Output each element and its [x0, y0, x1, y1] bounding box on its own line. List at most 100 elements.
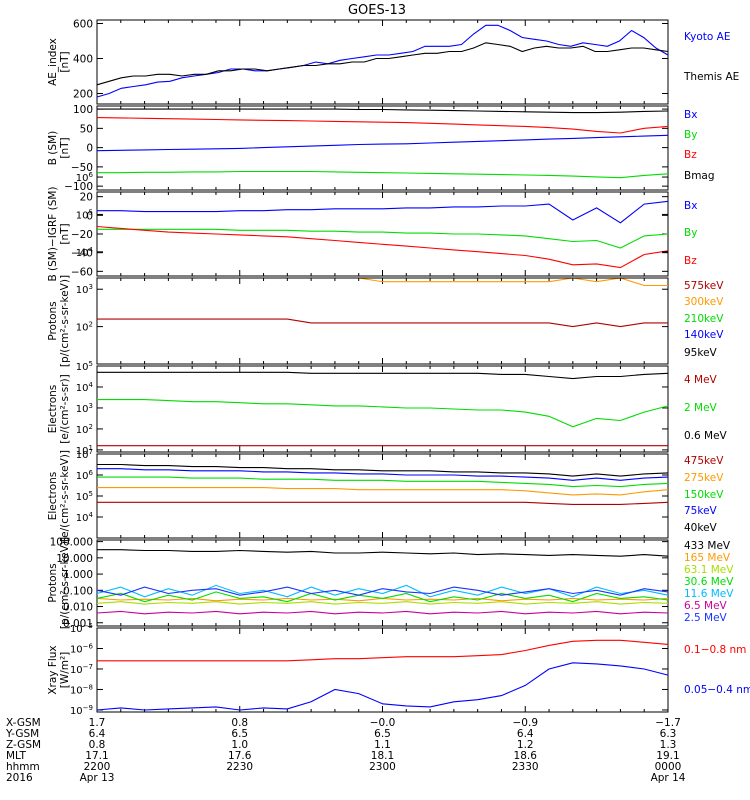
y-tick-label: 0 [86, 143, 93, 155]
series-line-bx [96, 134, 669, 152]
ephemeris-value: 1.2 [517, 739, 534, 751]
ephemeris-row-label: 2016 [6, 772, 33, 784]
panel-frame [96, 191, 669, 277]
legend-entry: Bmag [684, 170, 715, 182]
ephemeris-value: 2200 [84, 761, 111, 773]
ephemeris-value: 6.5 [374, 728, 391, 740]
y-tick-label: −60 [71, 266, 93, 278]
series-line-0-05-0-4-nm [96, 662, 669, 711]
legend-entry: 575keV [684, 280, 724, 292]
y-tick-label: 103 [76, 283, 93, 296]
ephemeris-value: Apr 13 [80, 772, 115, 784]
legend-entry: 300keV [684, 296, 724, 308]
legend-entry: 475keV [684, 455, 724, 467]
y-tick-label: 105 [76, 208, 93, 221]
y-tick-label: 20 [80, 192, 93, 204]
ephemeris-value: 17.6 [228, 750, 252, 762]
legend-entry: 0.1−0.8 nm [684, 644, 746, 656]
y-tick-label: 100 [73, 104, 93, 116]
legend-entry: 4 MeV [684, 374, 718, 386]
legend-entry: Kyoto AE [684, 31, 730, 43]
y-axis-label: Electrons [47, 472, 59, 521]
y-axis-label: [W/m²] [59, 652, 71, 689]
legend-entry: 2.5 MeV [684, 612, 728, 624]
y-tick-label: 100.000 [50, 537, 93, 549]
legend-entry: 140keV [684, 329, 724, 341]
ephemeris-value: 0.8 [231, 717, 248, 729]
series-line-575kev [97, 318, 668, 328]
series-line-150kev [97, 476, 669, 488]
ephemeris-value: −0.0 [370, 717, 396, 729]
y-axis-label: [e/(cm²-s-sr)] [59, 374, 71, 443]
legend-entry: 0.05−0.4 nm [684, 684, 750, 696]
y-tick-label: 10−5 [70, 622, 93, 635]
series-line-by [97, 228, 669, 249]
y-tick-label: 103 [76, 402, 93, 415]
series-line-bx [97, 200, 669, 224]
series-line-433-mev [97, 549, 669, 557]
legend-entry: 40keV [684, 522, 718, 534]
y-tick-label: 105 [76, 490, 93, 503]
y-axis-label: [nT] [59, 51, 71, 72]
panel-electrons_high: 101 102 103 104 105 Electrons [e/(cm²-s-sr)] 4 … [47, 360, 728, 457]
ephemeris-row-label: Y-GSM [5, 728, 39, 740]
y-tick-label: −40 [71, 248, 93, 260]
panel-protons_high: 0.001 0.010 0.100 1.000 10.000 100.000 Protons… [47, 537, 734, 630]
ephemeris-value: 1.3 [660, 739, 677, 751]
ephemeris-value: 1.1 [374, 739, 391, 751]
ephemeris-row-label: Z-GSM [6, 739, 41, 751]
legend-entry: Bx [684, 200, 697, 212]
legend-entry: 165 MeV [684, 552, 731, 564]
y-tick-label: 10−7 [70, 663, 93, 676]
y-axis-label: Xray Flux [47, 645, 59, 694]
legend-entry: Bz [684, 149, 697, 161]
y-tick-label: 101 [76, 444, 93, 457]
ephemeris-value: 1.7 [89, 717, 106, 729]
y-axis-label: [nT] [59, 223, 71, 244]
y-axis-label: Protons [47, 563, 59, 602]
legend-entry: 95keV [684, 347, 718, 359]
ephemeris-value: 0000 [655, 761, 682, 773]
ephemeris-value: 18.6 [514, 750, 538, 762]
panel-b_sm: 100 50 0 −50 −100 B (SM) [nT] Bx By Bz Bmag [47, 104, 715, 193]
y-axis-label: [p/(cm²-s-sr-keV)] [59, 275, 71, 367]
legend-entry: 2 MeV [684, 402, 718, 414]
ephemeris-value: 0.8 [89, 739, 106, 751]
ephemeris-value: 19.1 [656, 750, 679, 762]
y-tick-label: 105 [76, 360, 93, 373]
legend-entry: Bx [684, 109, 697, 121]
y-tick-label: 0.010 [63, 602, 93, 614]
legend-entry: 275keV [684, 472, 724, 484]
series-line-11-6-mev [96, 584, 669, 598]
y-tick-label: −50 [71, 162, 93, 174]
y-tick-label: 200 [73, 89, 93, 101]
y-tick-label: 10−9 [70, 704, 93, 717]
y-axis-label: [p/(cm²-s-sr-keV)] [59, 537, 71, 629]
legend-entry: By [684, 227, 697, 239]
y-tick-label: 600 [73, 19, 93, 31]
ephemeris-row-label: MLT [6, 750, 26, 762]
y-tick-label: −20 [71, 229, 93, 241]
legend-entry: 11.6 MeV [684, 588, 734, 600]
legend-entry: By [684, 129, 697, 141]
y-tick-label: 107 [76, 448, 93, 461]
y-axis-label: AE_index [47, 38, 59, 86]
y-tick-label: 10.000 [56, 553, 93, 565]
series-line-6-5-mev [96, 610, 669, 615]
panel-xray: 10−9 10−8 10−7 10−6 10−5 Xray Flux [W/m²] 0.1−0… [47, 622, 750, 717]
y-axis-label: Electrons [47, 385, 59, 434]
legend-entry: Themis AE [683, 71, 739, 83]
panel-frame [96, 19, 669, 105]
y-axis-label: [nT] [59, 137, 71, 158]
ephemeris-value: Apr 14 [651, 772, 686, 784]
legend-entry: Bz [684, 255, 697, 267]
ephemeris-value: 6.3 [660, 728, 677, 740]
legend-entry: 6.5 MeV [684, 600, 728, 612]
legend-entry: 150keV [684, 489, 724, 501]
y-tick-label: 10−6 [70, 642, 94, 655]
ephemeris-value: 6.5 [231, 728, 248, 740]
series-line-bmag [97, 108, 669, 114]
panel-frame [96, 277, 669, 365]
panel-b_igrf: 20 0 −20 −40 −60 B (SM)−IGRF (SM) [nT] Bx By Bz [47, 186, 697, 281]
legend-entry: 30.6 MeV [684, 576, 734, 588]
